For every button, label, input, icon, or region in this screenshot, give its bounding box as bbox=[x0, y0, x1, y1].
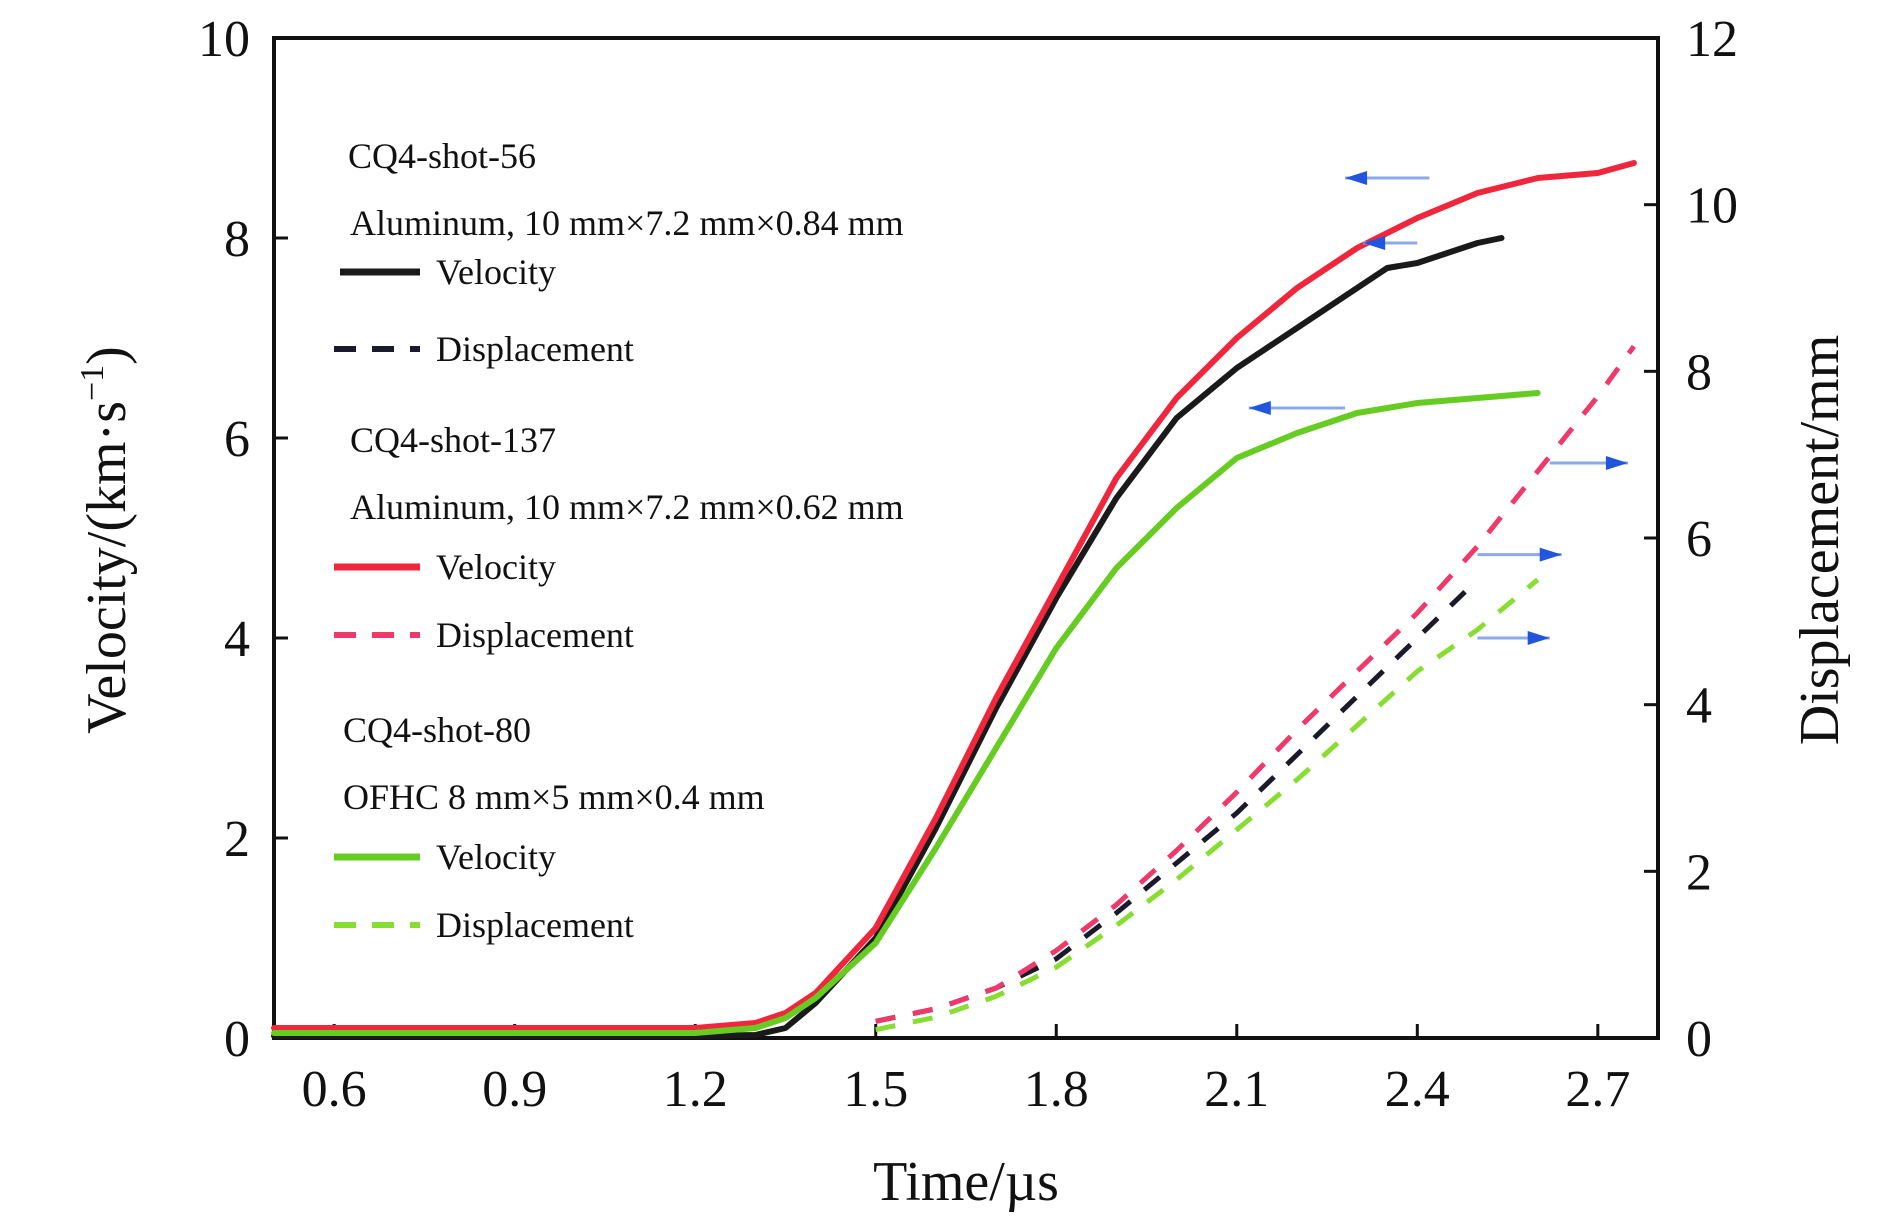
y2-tick-label: 0 bbox=[1686, 1011, 1712, 1068]
plot-frame bbox=[272, 36, 1660, 1040]
y-tick-label: 4 bbox=[224, 611, 250, 668]
legend-material-56: Aluminum, 10 mm×7.2 mm×0.84 mm bbox=[350, 203, 904, 243]
x-axis-title: Time/µs bbox=[873, 1151, 1059, 1213]
x-tick-label: 2.4 bbox=[1385, 1061, 1450, 1118]
x-tick-label: 1.2 bbox=[663, 1061, 728, 1118]
annotation-arrow bbox=[1477, 547, 1562, 562]
y2-tick-label: 12 bbox=[1686, 11, 1738, 68]
legend-velocity-label-137: Velocity bbox=[436, 547, 556, 587]
series-velocity-cq4-shot-80 bbox=[271, 390, 1541, 1036]
y-tick-label: 10 bbox=[198, 11, 250, 68]
y2-axis-title: Displacement/mm bbox=[1789, 335, 1851, 746]
y2-tick-label: 4 bbox=[1686, 678, 1712, 735]
y-tick-label: 0 bbox=[224, 1011, 250, 1068]
legend-velocity-label-80: Velocity bbox=[436, 837, 556, 877]
legend-displacement-label-137: Displacement bbox=[436, 615, 634, 655]
annotation-arrows bbox=[1248, 171, 1628, 645]
ticks: 0.6 0.9 1.2 1.5 1.8 2.1 2.4 2.7 0 2 4 6 8 10 0 2 4 6 8 10 12 bbox=[198, 11, 1738, 1118]
y-tick-label: 2 bbox=[224, 811, 250, 868]
legend-shot-56: CQ4-shot-56 bbox=[348, 136, 536, 176]
y-axis-title-superscript: −1 bbox=[74, 365, 111, 401]
annotation-arrow bbox=[1363, 236, 1418, 250]
annotation-arrow bbox=[1549, 456, 1628, 470]
legend-displacement-label-56: Displacement bbox=[436, 329, 634, 369]
y-axis-title-close: ) bbox=[76, 346, 138, 365]
series-velocity-cq4-shot-56 bbox=[271, 235, 1505, 1039]
y2-tick-label: 8 bbox=[1686, 344, 1712, 401]
legend-shot-137: CQ4-shot-137 bbox=[350, 420, 556, 460]
legend: CQ4-shot-56 Aluminum, 10 mm×7.2 mm×0.84 … bbox=[334, 136, 904, 945]
x-tick-label: 0.9 bbox=[482, 1061, 547, 1118]
y-axis-title-main: Velocity/(km·s bbox=[76, 401, 138, 734]
legend-velocity-label-56: Velocity bbox=[436, 252, 556, 292]
x-tick-label: 1.5 bbox=[843, 1061, 908, 1118]
legend-shot-80: CQ4-shot-80 bbox=[343, 710, 531, 750]
annotation-arrow bbox=[1345, 171, 1430, 185]
legend-displacement-label-80: Displacement bbox=[436, 905, 634, 945]
x-tick-label: 1.8 bbox=[1024, 1061, 1089, 1118]
y-tick-label: 8 bbox=[224, 211, 250, 268]
x-tick-label: 0.6 bbox=[302, 1061, 367, 1118]
series-displacement-cq4-shot-56 bbox=[875, 577, 1480, 1024]
y-axis-title: Velocity/(km·s−1) bbox=[74, 346, 138, 734]
annotation-arrow bbox=[1477, 631, 1550, 645]
y2-tick-label: 2 bbox=[1686, 844, 1712, 901]
y2-tick-label: 6 bbox=[1686, 511, 1712, 568]
legend-material-137: Aluminum, 10 mm×7.2 mm×0.62 mm bbox=[350, 487, 904, 527]
y2-tick-label: 10 bbox=[1686, 178, 1738, 235]
series-group bbox=[271, 160, 1637, 1039]
series-velocity-cq4-shot-137 bbox=[271, 160, 1637, 1031]
annotation-arrow bbox=[1248, 401, 1346, 415]
x-tick-label: 2.7 bbox=[1565, 1061, 1630, 1118]
legend-material-80: OFHC 8 mm×5 mm×0.4 mm bbox=[343, 777, 765, 817]
y-tick-label: 6 bbox=[224, 411, 250, 468]
series-displacement-cq4-shot-80 bbox=[875, 577, 1540, 1033]
x-tick-label: 2.1 bbox=[1204, 1061, 1269, 1118]
